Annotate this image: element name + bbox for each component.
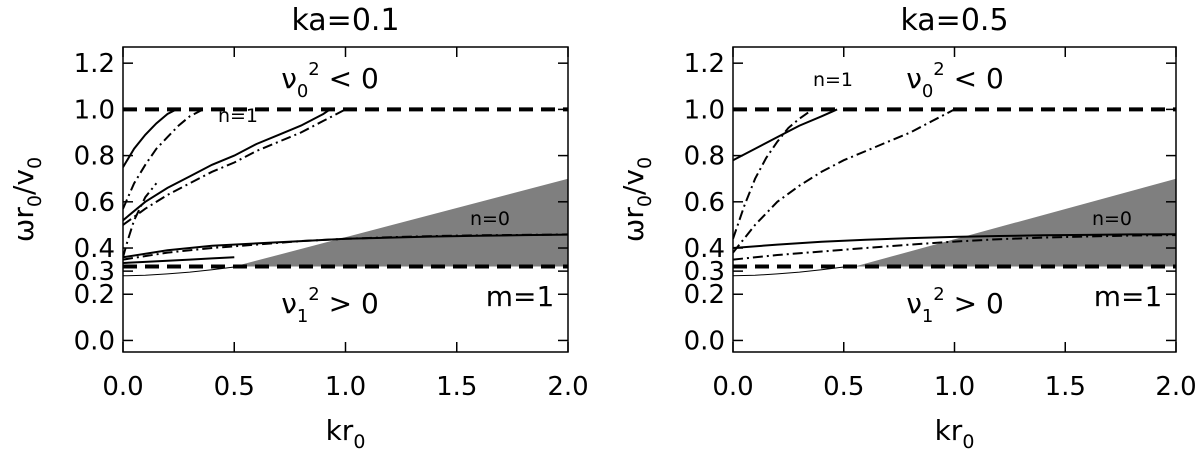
shaded-region: [234, 178, 568, 267]
x-tick-label: 2.0: [1155, 372, 1196, 402]
y-tick-label: 0.8: [74, 142, 115, 172]
series-curve-1: [123, 108, 177, 168]
annotation-lower-region: ν12 > 0: [906, 284, 1004, 327]
chart-title: ka=0.1: [291, 3, 399, 38]
x-axis-label: kr0: [935, 414, 975, 452]
y-tick-label: 0.3: [74, 257, 115, 287]
y-axis-label: ωr0/v0: [617, 157, 656, 242]
series-curve-7: [123, 233, 568, 261]
x-tick-label: 0.0: [712, 372, 753, 402]
annotation-mode-m: m=1: [1094, 280, 1163, 313]
shaded-region: [854, 178, 1176, 267]
y-tick-label: 0.2: [684, 280, 725, 310]
annotation-upper-region: ν02 < 0: [906, 59, 1004, 102]
y-tick-label: 1.2: [684, 49, 725, 79]
annotation-mode-n0: n=0: [1092, 208, 1132, 230]
y-tick-label: 0.4: [74, 234, 115, 264]
x-tick-label: 1.5: [1045, 372, 1086, 402]
series-curve-4: [123, 108, 346, 226]
x-tick-label: 1.0: [325, 372, 366, 402]
annotation-lower-region: ν12 > 0: [281, 284, 379, 327]
y-tick-label: 1.2: [74, 49, 115, 79]
chart-panel-ka-0.5: 0.0 0.5 1.0 1.5 2.0 0.0 0.20.30.4 0.6 0.8 1.0 1.2 k…: [617, 3, 1197, 452]
annotation-mode-n1: n=1: [218, 105, 258, 127]
y-tick-label: 0.0: [684, 326, 725, 356]
x-tick-label: 1.0: [934, 372, 975, 402]
chart-panel-ka-0.1: 0.0 0.5 1.0 1.5 2.0 0.0 0.20.30.4 0.6 0.8 1.0 1.2 k…: [7, 3, 589, 452]
x-tick-label: 0.5: [823, 372, 864, 402]
plot-area: [123, 107, 568, 277]
x-tick-label: 1.5: [436, 372, 477, 402]
series-curve-3: [733, 108, 955, 254]
series-curve-2: [733, 108, 814, 240]
y-tick-label: 1.0: [684, 95, 725, 125]
series-curve-4: [733, 234, 1176, 261]
series-curve-5: [733, 233, 1176, 249]
series-curve-8: [123, 256, 235, 264]
y-tick-label: 0.0: [74, 326, 115, 356]
y-tick-label: 0.4: [684, 234, 725, 264]
chart-title: ka=0.5: [900, 3, 1008, 38]
annotation-mode-m: m=1: [486, 280, 555, 313]
annotation-upper-region: ν02 < 0: [281, 59, 379, 102]
series-curve-2: [123, 108, 204, 210]
y-tick-label: 0.2: [74, 280, 115, 310]
y-axis-label: ωr0/v0: [7, 157, 46, 242]
plot-area: [733, 107, 1176, 277]
x-axis-label: kr0: [326, 414, 366, 452]
series-curve-1: [733, 108, 838, 162]
y-tick-label: 0.3: [684, 257, 725, 287]
x-tick-label: 2.0: [547, 372, 588, 402]
y-tick-label: 0.6: [74, 188, 115, 218]
series-curve-3: [123, 108, 331, 222]
annotation-mode-n0: n=0: [470, 208, 510, 230]
y-tick-label: 0.6: [684, 188, 725, 218]
y-tick-label: 0.8: [684, 142, 725, 172]
annotation-mode-n1: n=1: [813, 69, 853, 91]
series-curve-9: [123, 264, 246, 277]
series-curve-6: [733, 264, 855, 277]
y-tick-label: 1.0: [74, 95, 115, 125]
x-tick-label: 0.0: [102, 372, 143, 402]
x-tick-label: 0.5: [214, 372, 255, 402]
